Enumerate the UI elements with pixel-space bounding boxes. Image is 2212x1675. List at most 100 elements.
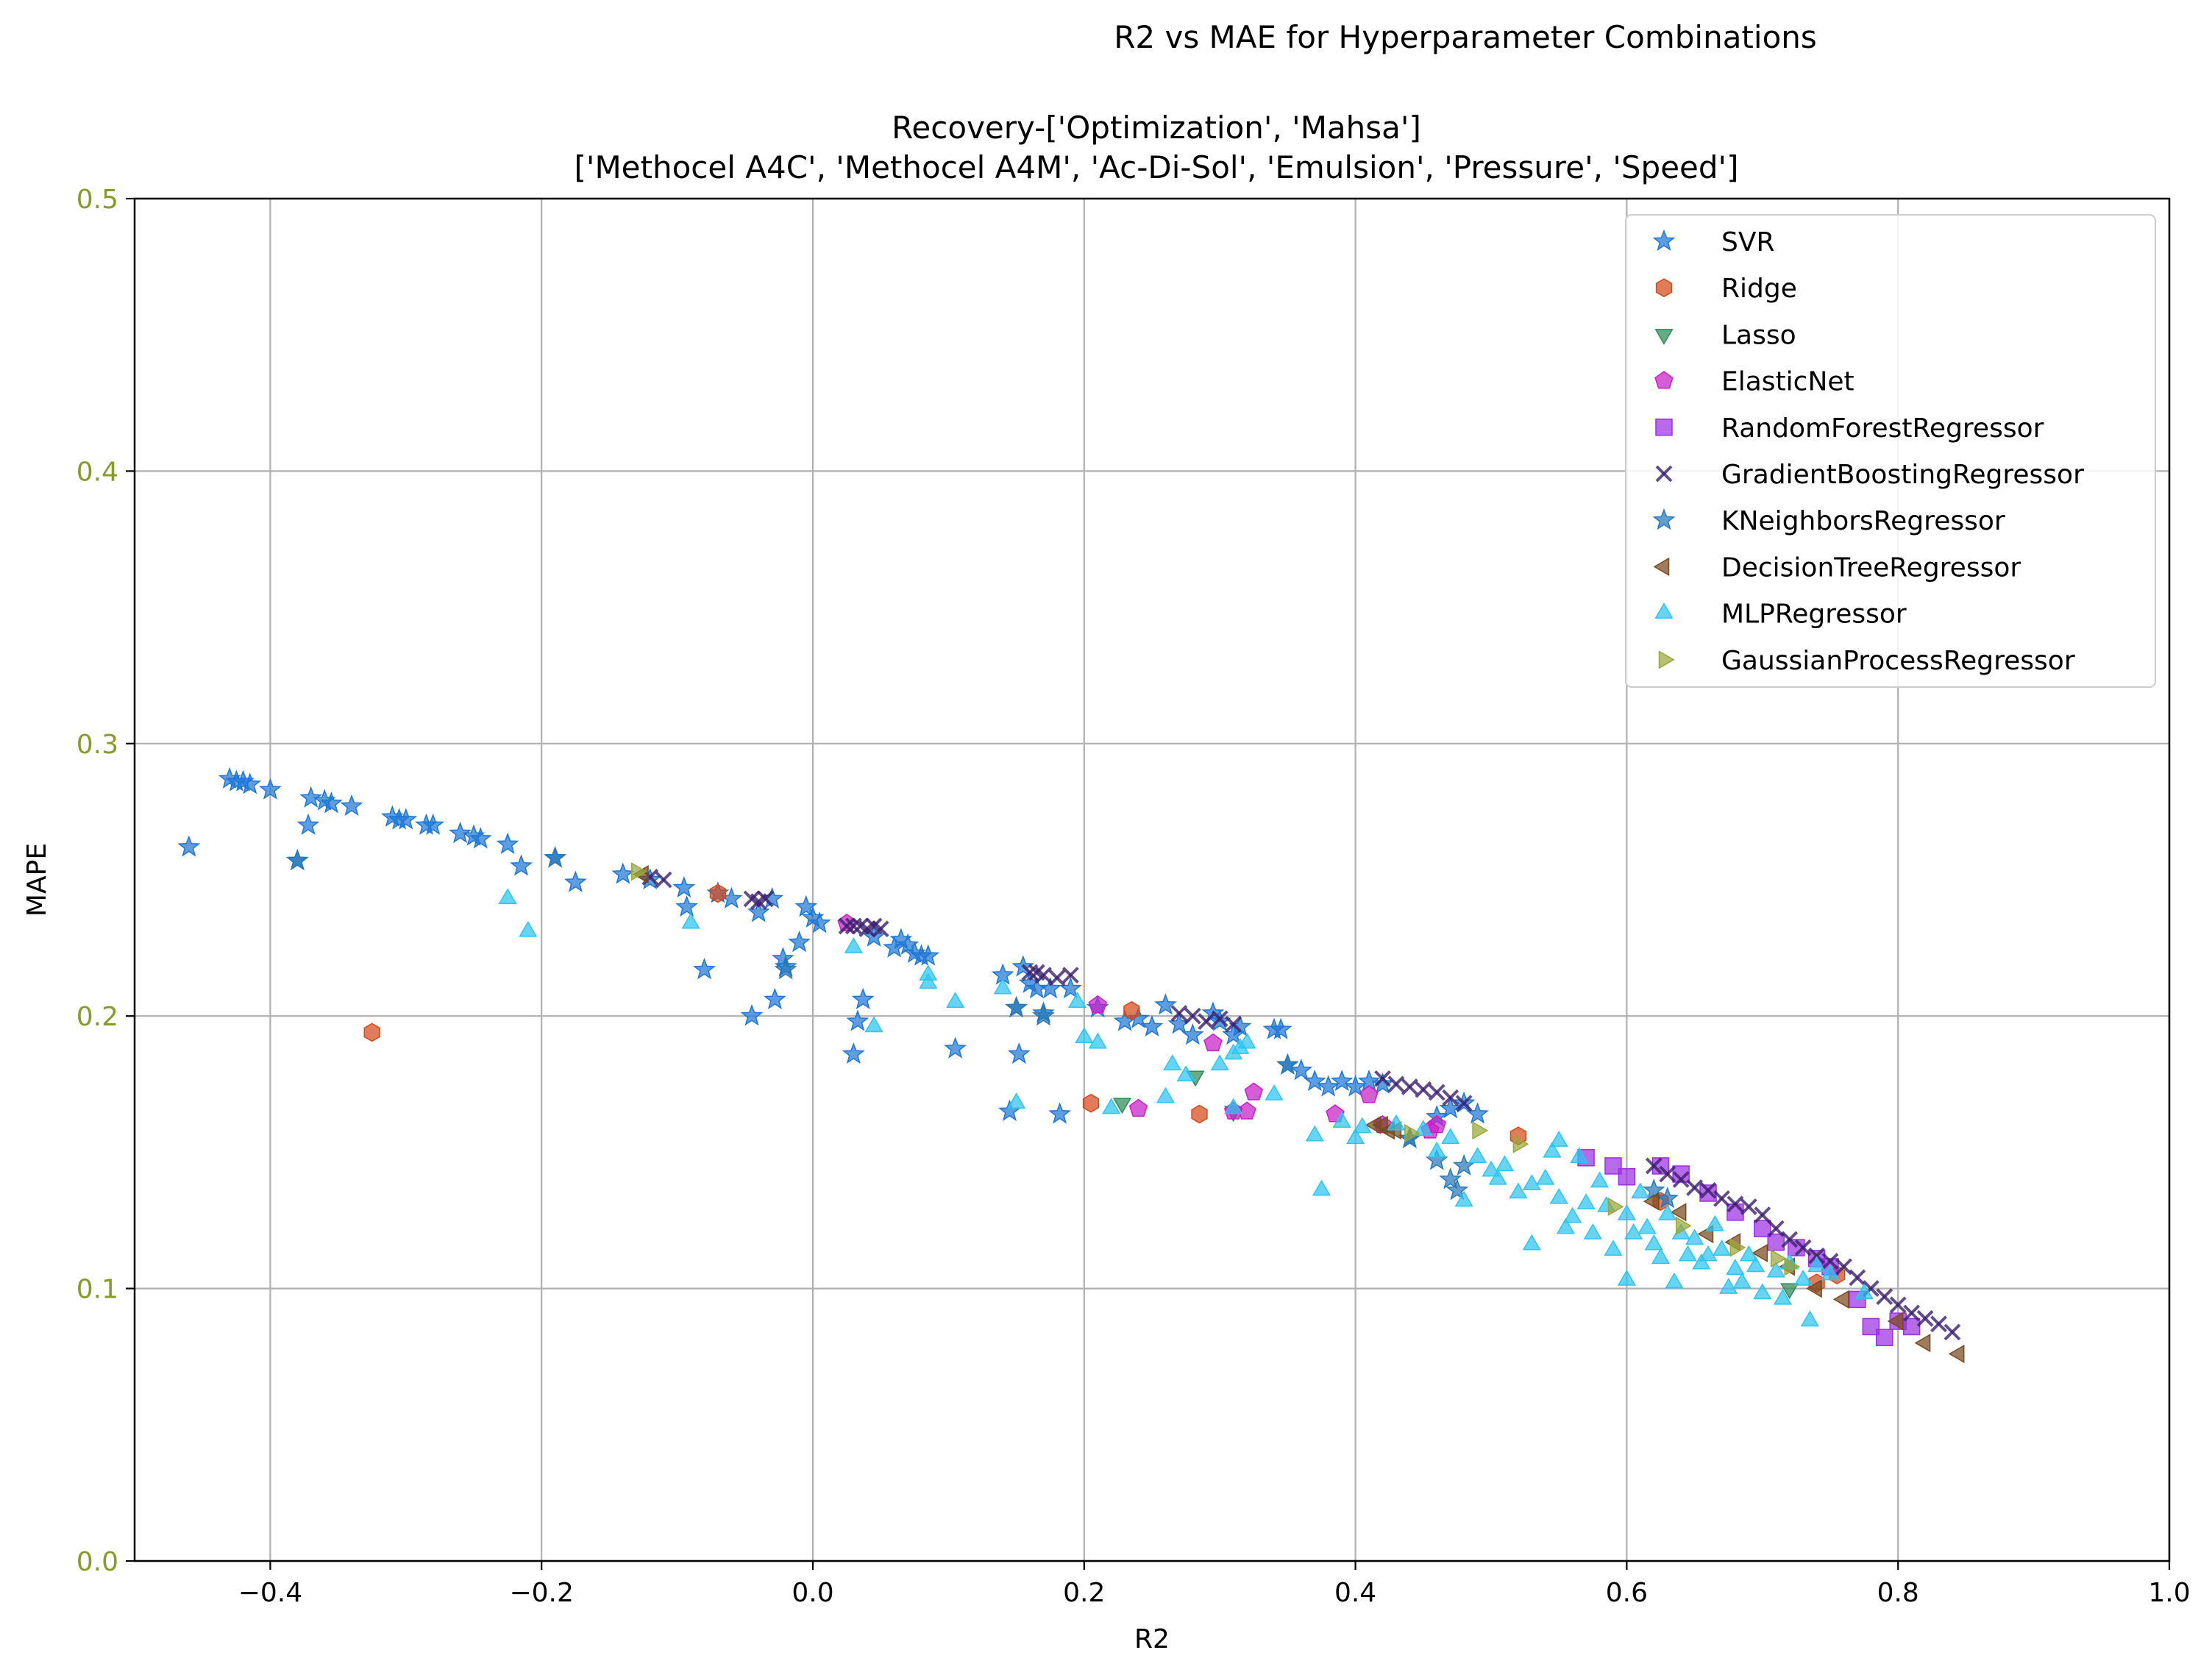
series-svr <box>177 767 1489 1148</box>
x-marker-stroke <box>1686 1179 1704 1196</box>
point-svr <box>611 862 635 884</box>
point-mlpregressor <box>1617 1204 1637 1220</box>
x-marker-stroke <box>1225 1015 1242 1033</box>
x-marker-stroke <box>655 871 672 889</box>
series-gaussianprocessregressor <box>631 862 1801 1276</box>
point-gradientboostingregressor <box>1686 1179 1704 1196</box>
x-marker-stroke <box>1211 1010 1228 1028</box>
point-gradientboostingregressor <box>1754 1206 1771 1224</box>
x-marker-stroke <box>1849 1269 1866 1287</box>
point-gaussianprocessregressor <box>1607 1197 1624 1216</box>
point-mlpregressor <box>1631 1182 1650 1199</box>
y-tick-label: 0.3 <box>77 730 118 760</box>
point-svr <box>693 958 716 980</box>
x-marker-stroke <box>1442 1089 1459 1106</box>
point-gaussianprocessregressor <box>1770 1249 1787 1268</box>
point-mlpregressor <box>1522 1174 1541 1191</box>
x-marker-stroke <box>1821 1253 1839 1270</box>
point-gaussianprocessregressor <box>1729 1238 1746 1257</box>
point-svr <box>740 1004 764 1026</box>
legend-label-svr: SVR <box>1721 227 1775 257</box>
x-tick-label: 0.0 <box>792 1578 833 1608</box>
point-svr <box>675 895 698 917</box>
point-decisiontreeregressor <box>1806 1279 1822 1298</box>
point-svr <box>788 931 811 953</box>
point-svr <box>808 911 831 933</box>
point-svr <box>1181 1023 1204 1045</box>
x-marker-stroke <box>1035 967 1052 984</box>
point-randomforestregressor <box>1672 1165 1690 1183</box>
point-gradientboostingregressor <box>1455 1095 1473 1112</box>
point-mlpregressor <box>681 912 700 929</box>
point-mlpregressor <box>1075 1027 1094 1044</box>
point-mlpregressor <box>1345 1128 1365 1145</box>
point-gradientboostingregressor <box>844 917 862 935</box>
legend-label-gaussianprocessregressor: GaussianProcessRegressor <box>1721 646 2075 676</box>
legend-label-gradientboostingregressor: GradientBoostingRegressor <box>1721 460 2084 490</box>
legend-label-ridge: Ridge <box>1721 274 1797 304</box>
point-gradientboostingregressor <box>1415 1081 1432 1098</box>
legend-marker-elasticnet <box>1654 371 1674 389</box>
point-decisiontreeregressor <box>1752 1243 1768 1263</box>
legend-label-lasso: Lasso <box>1721 320 1796 350</box>
point-ridge <box>1191 1104 1208 1124</box>
legend-marker-mlpregressor <box>1654 602 1674 619</box>
point-svr <box>851 987 875 1010</box>
point-svr <box>340 794 363 817</box>
point-svr <box>846 1009 869 1031</box>
point-decisiontreeregressor <box>1887 1312 1904 1331</box>
point-svr <box>764 987 786 1010</box>
point-mlpregressor <box>1739 1245 1758 1262</box>
point-gradientboostingregressor <box>1930 1315 1947 1333</box>
point-decisiontreeregressor <box>1670 1203 1687 1222</box>
point-mlpregressor <box>1441 1128 1460 1145</box>
point-mlpregressor <box>1651 1248 1671 1265</box>
point-svr <box>672 875 696 898</box>
point-mlpregressor <box>1746 1256 1765 1273</box>
y-axis-ticks: 0.0 0.1 0.2 0.3 0.4 0.5 <box>77 185 135 1577</box>
point-mlpregressor <box>1658 1204 1677 1220</box>
x-tick-label: −0.4 <box>238 1578 302 1608</box>
series-gradientboostingregressor <box>641 868 1961 1341</box>
point-gradientboostingregressor <box>1659 1165 1676 1183</box>
point-svr <box>1154 993 1177 1015</box>
point-mlpregressor <box>1495 1155 1515 1172</box>
point-gradientboostingregressor <box>1794 1239 1812 1256</box>
point-gradientboostingregressor <box>1387 1075 1405 1093</box>
point-gradientboostingregressor <box>1821 1253 1839 1270</box>
point-gradientboostingregressor <box>1740 1198 1757 1215</box>
x-marker-stroke <box>743 890 761 908</box>
point-svr <box>1007 1042 1031 1064</box>
y-tick-label: 0.4 <box>77 457 118 487</box>
point-elasticnet <box>1427 1114 1446 1134</box>
point-mlpregressor <box>1556 1217 1576 1234</box>
legend-marker-randomforestregressor <box>1655 419 1673 436</box>
y-axis-label: MAPE <box>22 843 52 917</box>
point-elasticnet <box>1088 995 1107 1014</box>
point-gradientboostingregressor <box>1808 1247 1825 1265</box>
point-mlpregressor <box>1793 1269 1813 1286</box>
y-tick-label: 0.1 <box>77 1275 118 1305</box>
point-kneighborsregressor <box>1276 1053 1299 1075</box>
point-randomforestregressor <box>1726 1203 1744 1221</box>
x-marker-stroke <box>1021 964 1039 981</box>
point-gradientboostingregressor <box>838 917 856 935</box>
point-svr <box>1039 977 1062 999</box>
point-svr <box>794 895 818 917</box>
point-gradientboostingregressor <box>1225 1015 1242 1033</box>
point-gradientboostingregressor <box>1211 1010 1228 1028</box>
x-marker-stroke <box>1726 1195 1744 1213</box>
point-svr <box>1290 1059 1313 1081</box>
x-marker-stroke <box>1889 1296 1907 1314</box>
series-kneighborsregressor <box>285 846 1679 1209</box>
legend-label-mlpregressor: MLPRegressor <box>1721 600 1907 630</box>
point-mlpregressor <box>1583 1223 1602 1240</box>
y-tick-label: 0.5 <box>77 185 118 215</box>
point-svr <box>510 854 533 876</box>
point-gaussianprocessregressor <box>1512 1134 1529 1153</box>
point-svr <box>259 778 282 800</box>
series-ridge <box>363 883 1846 1293</box>
point-gradientboostingregressor <box>655 871 672 889</box>
point-mlpregressor <box>1067 992 1087 1008</box>
point-svr <box>238 772 262 794</box>
